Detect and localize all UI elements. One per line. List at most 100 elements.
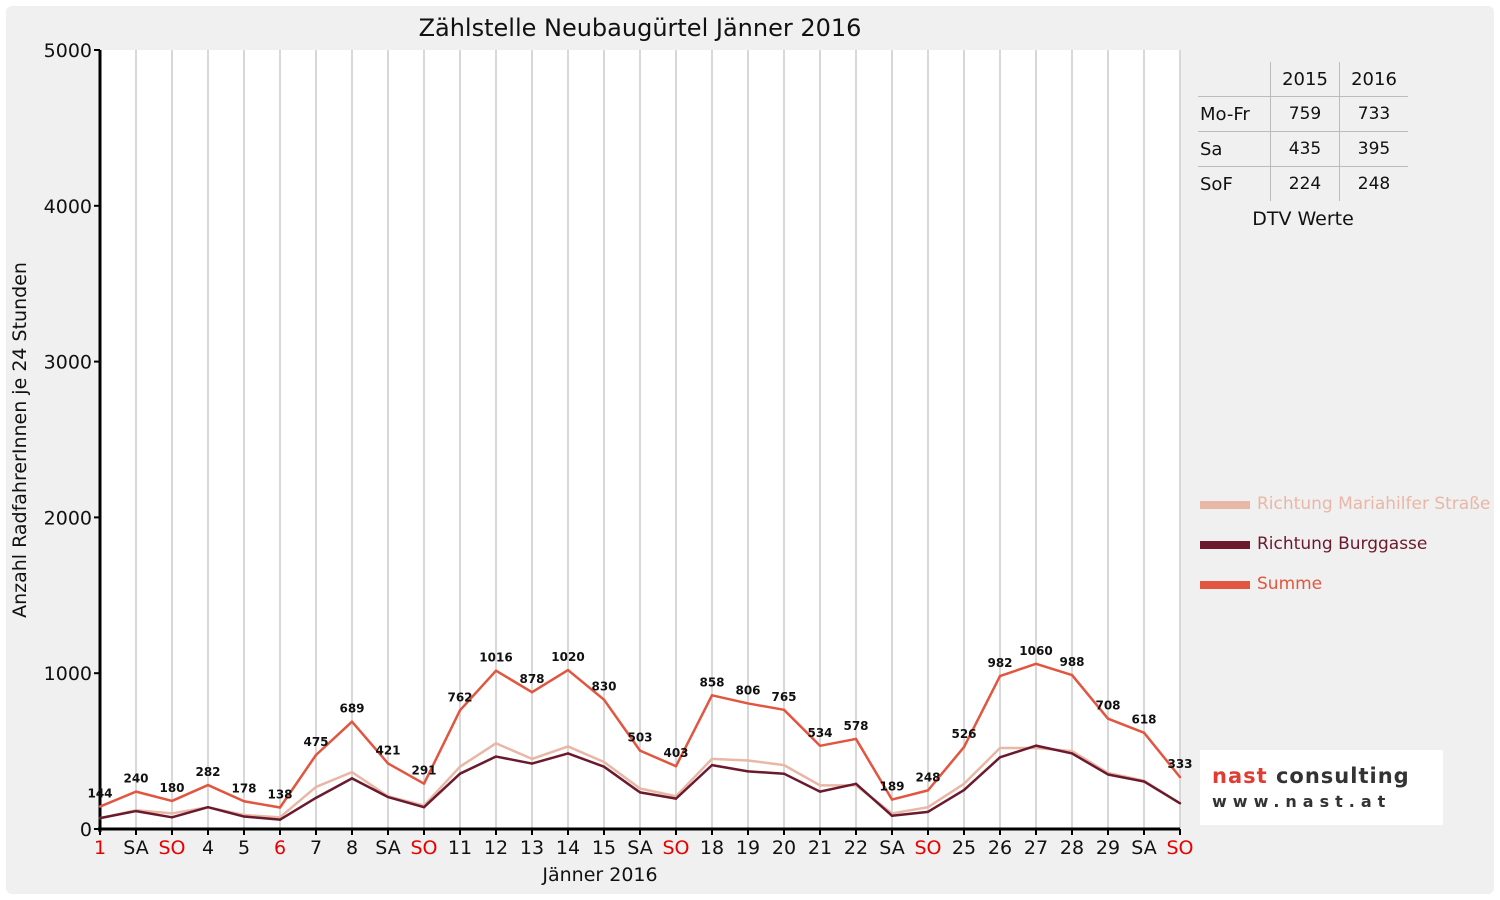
dtv-caption: DTV Werte xyxy=(1252,208,1354,230)
data-point xyxy=(926,805,930,809)
data-label: 144 xyxy=(87,787,112,801)
data-point xyxy=(278,818,282,821)
data-point xyxy=(782,708,786,712)
data-label: 503 xyxy=(627,731,652,745)
dtv-value: 733 xyxy=(1339,96,1408,132)
chart-title: Zählstelle Neubaugürtel Jänner 2016 xyxy=(418,14,862,42)
x-tick-label: 19 xyxy=(736,837,760,859)
data-point xyxy=(926,789,930,792)
data-label: 806 xyxy=(735,683,760,697)
y-tick-label: 0 xyxy=(80,819,92,841)
data-point xyxy=(170,799,174,803)
data-point xyxy=(962,782,966,786)
data-point xyxy=(746,770,750,773)
data-label: 248 xyxy=(915,770,940,784)
data-point xyxy=(962,788,966,792)
data-point xyxy=(674,797,678,800)
x-tick-label: 25 xyxy=(952,837,976,859)
data-point xyxy=(674,765,678,768)
x-tick-label: 8 xyxy=(346,837,358,859)
data-point xyxy=(458,772,462,775)
data-point xyxy=(458,709,462,712)
x-tick-label: 6 xyxy=(274,837,286,859)
x-tick-label: SA xyxy=(123,837,148,859)
data-point xyxy=(242,815,246,818)
data-point xyxy=(782,763,786,767)
x-tick-label: 26 xyxy=(988,837,1012,859)
dtv-value: 759 xyxy=(1270,96,1340,132)
data-point xyxy=(854,737,858,741)
data-point xyxy=(1034,744,1038,747)
data-point xyxy=(386,795,390,799)
data-point xyxy=(962,745,966,749)
data-point xyxy=(278,806,282,809)
data-point xyxy=(314,785,318,789)
data-point xyxy=(782,772,786,775)
data-point xyxy=(1178,775,1182,779)
data-label: 240 xyxy=(123,772,148,786)
x-tick-label: SA xyxy=(879,837,904,859)
data-point xyxy=(710,694,714,697)
data-label: 830 xyxy=(591,680,616,694)
x-tick-label: SO xyxy=(158,837,185,859)
dtv-col-2015: 2015 xyxy=(1270,62,1340,97)
data-label: 988 xyxy=(1059,655,1084,669)
x-tick-label: 14 xyxy=(556,837,580,859)
data-point xyxy=(530,762,534,765)
data-label: 403 xyxy=(663,746,688,760)
data-label: 526 xyxy=(951,727,976,741)
x-tick-label: SO xyxy=(1166,837,1193,859)
x-tick-label: SA xyxy=(375,837,400,859)
dtv-row-label: Mo-Fr xyxy=(1198,96,1271,132)
dtv-value: 435 xyxy=(1270,131,1340,167)
data-point xyxy=(206,783,210,787)
data-label: 765 xyxy=(771,690,796,704)
legend-label: Richtung Burggasse xyxy=(1257,534,1428,554)
data-point xyxy=(1178,802,1182,805)
y-tick-label: 5000 xyxy=(44,40,92,62)
data-point xyxy=(710,763,714,767)
data-label: 333 xyxy=(1167,757,1192,771)
data-point xyxy=(602,698,606,701)
data-point xyxy=(242,800,246,803)
data-point xyxy=(98,805,102,808)
data-point xyxy=(422,805,426,809)
x-tick-label: 27 xyxy=(1024,837,1048,859)
data-point xyxy=(458,765,462,768)
data-point xyxy=(170,816,174,819)
dtv-header-row: 2015 2016 xyxy=(1198,62,1408,97)
x-tick-label: 12 xyxy=(484,837,508,859)
data-point xyxy=(494,755,498,758)
data-point xyxy=(206,805,210,809)
x-axis-label: Jänner 2016 xyxy=(542,864,658,886)
x-tick-label: SA xyxy=(627,837,652,859)
dtv-row-label: Sa xyxy=(1198,131,1271,167)
data-point xyxy=(1070,752,1074,755)
data-point xyxy=(422,782,426,785)
data-point xyxy=(1034,746,1038,750)
x-tick-label: SO xyxy=(914,837,941,859)
data-point xyxy=(998,756,1002,759)
data-label: 982 xyxy=(987,656,1012,670)
data-label: 618 xyxy=(1131,713,1156,727)
data-point xyxy=(818,784,822,787)
data-label: 1060 xyxy=(1019,644,1052,658)
dtv-row: Mo-Fr 759 733 xyxy=(1198,96,1408,132)
data-point xyxy=(818,744,822,748)
data-label: 762 xyxy=(447,690,472,704)
data-label: 858 xyxy=(699,675,724,689)
data-label: 282 xyxy=(195,765,220,779)
data-point xyxy=(350,777,354,780)
data-point xyxy=(818,790,822,793)
dtv-table: 2015 2016 Mo-Fr 759 733 Sa 435 395 SoF 2… xyxy=(1198,62,1408,201)
data-point xyxy=(638,791,642,794)
x-tick-label: 4 xyxy=(202,837,214,859)
data-point xyxy=(494,669,498,672)
data-label: 689 xyxy=(339,702,364,716)
data-point xyxy=(1106,717,1110,720)
data-point xyxy=(710,757,714,761)
data-point xyxy=(566,745,570,748)
data-label: 708 xyxy=(1095,699,1120,713)
data-point xyxy=(1142,780,1146,783)
x-tick-label: 18 xyxy=(700,837,724,859)
